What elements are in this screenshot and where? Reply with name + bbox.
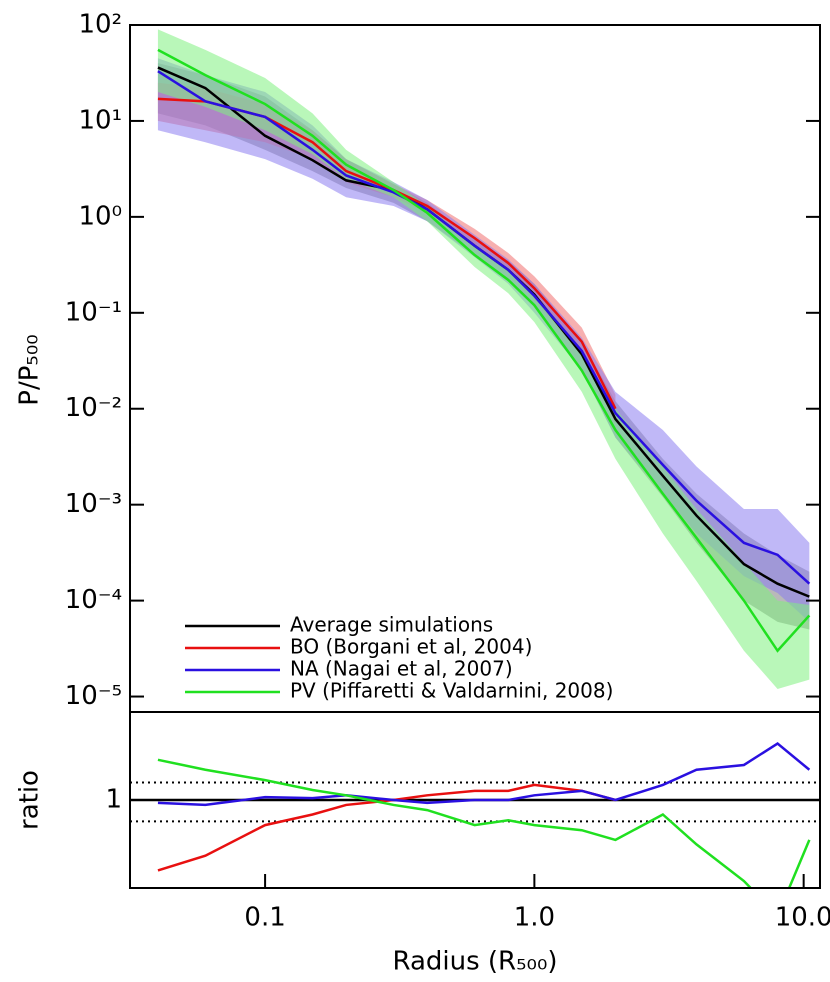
x-axis-title: Radius (R₅₀₀) [392, 947, 557, 977]
y-tick-label: 10⁻⁵ [65, 681, 122, 711]
legend-label: NA (Nagai et al, 2007) [290, 657, 513, 681]
y-tick-label: 10⁻⁴ [65, 585, 122, 615]
series-line [157, 758, 811, 888]
plot-area [130, 742, 820, 888]
y-axis-title: ratio [15, 770, 45, 830]
y-axis-title: P/P₅₀₀ [15, 334, 45, 405]
series-line [157, 783, 616, 872]
plot-area [157, 29, 811, 689]
legend-label: Average simulations [290, 613, 493, 637]
y-tick-label: 10¹ [78, 105, 122, 135]
x-tick-label: 0.1 [244, 903, 285, 933]
series-line [157, 70, 811, 585]
y-tick-label: 10⁻¹ [65, 297, 122, 327]
y-tick-label: 10⁰ [78, 201, 122, 231]
series-line [157, 742, 811, 807]
band [157, 29, 810, 689]
legend-label: PV (Piffaretti & Valdarnini, 2008) [290, 679, 613, 703]
y-tick-label: 1 [105, 785, 122, 815]
series-line [157, 48, 811, 653]
x-tick-label: 1.0 [514, 903, 555, 933]
legend-label: BO (Borgani et al, 2004) [290, 635, 532, 659]
y-tick-label: 10⁻² [65, 393, 122, 423]
y-tick-label: 10⁻³ [65, 489, 122, 519]
x-tick-label: 10.0 [775, 903, 830, 933]
y-tick-label: 10² [78, 10, 122, 40]
